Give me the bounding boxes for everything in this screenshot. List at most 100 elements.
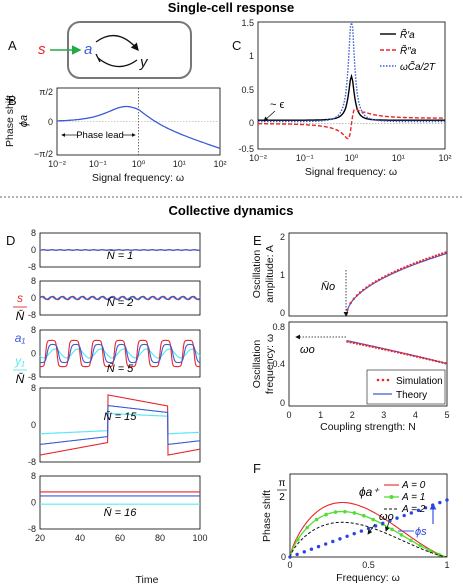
f-a1-point: [352, 511, 357, 515]
e-sim-point: [418, 260, 422, 263]
c-annot-eps: ~ ϵ: [270, 99, 284, 111]
b-ysym: ϕa: [18, 115, 30, 127]
c-ytick-0: 1.5: [241, 18, 254, 28]
e-xlabel: Coupling strength: N: [320, 421, 416, 433]
f-a1-point: [399, 533, 404, 537]
e-ylabel-top-1: Oscillation: [251, 250, 263, 299]
e-ytick-top-2: 0: [280, 308, 285, 318]
e-ytick-bot-2: 0: [280, 398, 285, 408]
panel-b: π/2 0 −π/2 10⁻² 10⁻¹ 10⁰ 10¹ 10² Signal …: [4, 87, 227, 184]
d-ytick-4-0: 8: [31, 383, 36, 393]
f-ytick-zero: 0: [281, 552, 286, 562]
e-sim-point: [365, 344, 368, 347]
e-sim-point: [362, 343, 365, 347]
b-ytick-bot: −π/2: [34, 149, 53, 159]
f-legend-2: A = 2: [401, 504, 426, 515]
f-a1-point: [343, 509, 347, 514]
f-xtick-0: 0: [287, 560, 292, 570]
f-a1-point: [314, 517, 319, 522]
phase-shift-curve: [57, 105, 221, 150]
e-sim-point: [371, 345, 374, 349]
f-a1-point: [333, 510, 338, 514]
d-ytick-1-1: 0: [31, 245, 36, 255]
e-xtick-2: 2: [350, 410, 355, 420]
e-sim-point: [387, 273, 390, 276]
e-sim-point: [403, 266, 406, 269]
panel-letter-d: D: [6, 233, 15, 248]
panel-e: N̄o ωo 2 1 0 0.8 0.4 0 0 1 2 3 4 5 Coupling s…: [251, 232, 450, 433]
f-phis-point: [381, 521, 385, 526]
f-phis-point: [373, 524, 378, 528]
e-sim-point: [406, 353, 409, 356]
f-phis-point: [366, 526, 371, 531]
c-xtick-3: 10¹: [392, 153, 405, 163]
e-legend-sim: Simulation: [396, 376, 443, 387]
panel-letter-f: F: [253, 461, 261, 476]
panel-d: s N̄ a₁ y₁ N̄ Time 80-8N̄ = 180-8N̄ = 28…: [13, 228, 208, 585]
e-sim-point: [444, 362, 447, 365]
e-sim-point: [390, 349, 393, 353]
e-sim-point: [358, 343, 362, 346]
b-xtick-4: 10²: [213, 159, 226, 169]
panel-letter-a: A: [8, 38, 17, 53]
b-ytick-mid: 0: [48, 117, 53, 127]
b-xtick-1: 10⁻¹: [89, 159, 107, 169]
d-ylabel-a: a₁: [15, 331, 26, 345]
e-sim-point: [431, 255, 434, 259]
e-sim-point: [399, 267, 403, 271]
f-curve-a0: [289, 501, 448, 558]
e-sim-point: [431, 359, 434, 362]
d-series-s-3: [40, 339, 200, 368]
e-sim-point: [396, 351, 400, 354]
e-xtick-0: 0: [286, 410, 291, 420]
e-sim-point: [362, 288, 365, 292]
e-sim-point: [349, 301, 352, 305]
d-xtick-2: 60: [115, 533, 125, 543]
f-phis-point: [309, 547, 314, 551]
c-legend-1: R̃″a: [400, 44, 417, 57]
d-ytick-5-2: -8: [28, 524, 36, 534]
e-sim-point: [374, 280, 378, 283]
d-series-a-2: [39, 295, 201, 301]
e-xtick-3: 3: [381, 410, 386, 420]
e-sim-point: [441, 252, 444, 255]
f-phis-point: [423, 506, 428, 510]
panel-a-diagram: s a y: [38, 21, 192, 79]
e-sim-point: [349, 341, 352, 344]
e-ytick-bot-0: 0.8: [272, 322, 285, 332]
c-curve-omega-c: [258, 22, 445, 123]
d-ytick-1-2: -8: [28, 262, 36, 272]
e-sim-point: [396, 269, 400, 272]
d-series-a-1: [39, 249, 201, 251]
panel-f: π 2 0 0 0.5 1 Frequency: ω Phase shift ϕ…: [261, 473, 450, 584]
d-ytick-4-1: 0: [31, 420, 36, 430]
c-xtick-2: 10⁰: [345, 153, 359, 163]
c-legend-2: ωC̃a/2T: [400, 60, 436, 73]
e-sim-point: [409, 353, 412, 357]
d-series-y-4: [40, 412, 200, 435]
e-ylabel-bot-2: frequency: ω: [264, 334, 276, 394]
d-xlabel: Time: [136, 574, 159, 585]
f-phis-point: [323, 542, 328, 546]
panel-letter-e: E: [253, 233, 262, 248]
d-ylabel-y: y₁: [14, 354, 25, 368]
header-collective: Collective dynamics: [169, 203, 294, 218]
d-series-y-3: [39, 348, 201, 359]
e-sim-point: [352, 297, 355, 301]
f-phis-point: [295, 552, 299, 557]
e-ylabel-top-2: amplitude: A: [264, 245, 276, 303]
e-sim-point: [355, 342, 359, 345]
b-xtick-3: 10¹: [173, 159, 186, 169]
d-ytick-3-2: -8: [28, 372, 36, 382]
d-label-5: N̄ = 16: [104, 506, 138, 519]
e-sim-point: [425, 257, 428, 261]
c-xtick-1: 10⁻¹: [296, 153, 314, 163]
f-a1-point: [390, 527, 394, 532]
e-sim-point: [425, 357, 428, 361]
d-subplot-4: [39, 387, 201, 463]
b-xtick-0: 10⁻²: [48, 159, 66, 169]
e-sim-point: [387, 349, 390, 352]
d-ytick-3-1: 0: [31, 349, 36, 359]
header-single-cell: Single-cell response: [168, 0, 294, 15]
